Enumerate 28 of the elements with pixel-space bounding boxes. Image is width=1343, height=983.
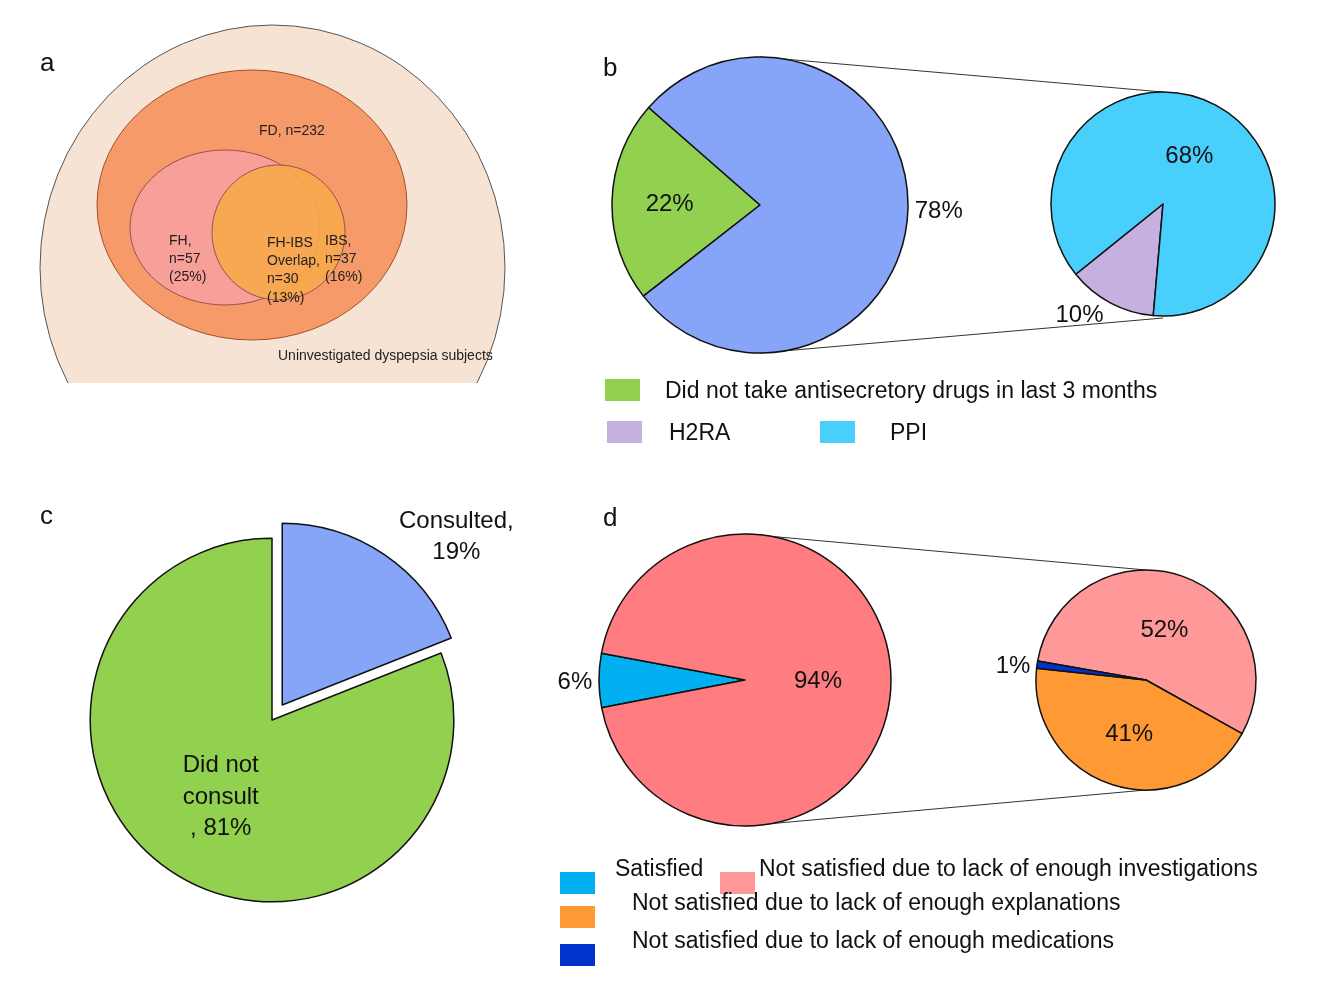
data-label: 41%: [1105, 719, 1154, 747]
data-label: 1%: [995, 650, 1031, 678]
text: IBS, n=37 (16%): [325, 232, 363, 285]
pie-slice: [600, 533, 892, 827]
text: FH, n=57 (25%): [169, 232, 207, 285]
data-label: Did not consult , 81%: [182, 750, 260, 840]
legend-label: Not satisfied due to lack of enough explanations: [632, 889, 1121, 915]
chart-title: c: [40, 500, 53, 530]
chart-title: b: [603, 52, 618, 82]
legend-label: PPI: [890, 419, 928, 445]
legend-label: Not satisfied due to lack of enough medications: [632, 927, 1115, 953]
chart-title: d: [603, 502, 618, 532]
data-label: 94%: [793, 666, 843, 694]
data-label: 52%: [1140, 614, 1189, 642]
text: Uninvestigated dyspepsia subjects: [278, 347, 493, 363]
data-label: 22%: [645, 188, 694, 216]
legend-label: H2RA: [669, 419, 732, 445]
data-label: 6%: [557, 667, 593, 695]
data-label: 68%: [1165, 141, 1214, 169]
text: FH-IBS Overlap, n=30 (13%): [267, 234, 320, 305]
legend-label: Did not take antisecretory drugs in last 3 months: [665, 377, 1158, 403]
legend-label: Satisfied: [615, 855, 704, 881]
data-label: 10%: [1055, 299, 1104, 327]
text: FD, n=232: [259, 122, 325, 138]
data-label: Consulted, 19%: [398, 505, 514, 564]
legend-label: Not satisfied due to lack of enough investigations: [759, 855, 1258, 881]
text: a: [40, 47, 55, 77]
data-label: 78%: [914, 195, 963, 223]
